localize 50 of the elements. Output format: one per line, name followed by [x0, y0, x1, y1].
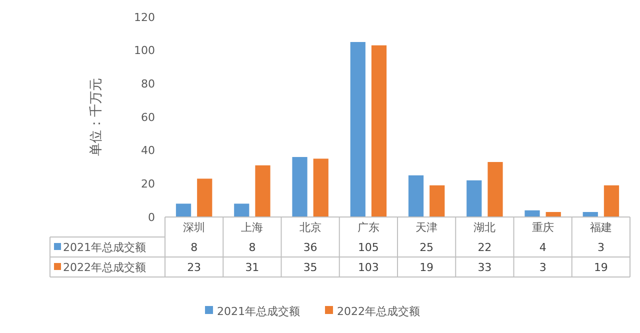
bar — [430, 185, 445, 217]
y-tick-label: 20 — [141, 178, 155, 191]
text: 2021年总成交额 — [217, 304, 300, 318]
data-label: 19 — [594, 260, 608, 274]
y-tick-label: 0 — [148, 210, 155, 224]
bar — [488, 162, 503, 217]
data-label: 3 — [597, 240, 604, 254]
legend-label: 2021年总成交额 — [63, 240, 146, 254]
data-label: 33 — [478, 260, 492, 274]
x-tick-label: 重庆 — [532, 220, 554, 234]
x-tick-label: 上海 — [241, 220, 264, 234]
bar — [255, 165, 270, 217]
bar — [197, 178, 212, 217]
data-label: 3 — [539, 260, 546, 274]
bar — [292, 157, 308, 217]
data-label: 4 — [539, 240, 546, 254]
bar — [371, 45, 387, 217]
data-label: 103 — [358, 260, 379, 274]
bar — [350, 42, 366, 217]
data-label: 31 — [245, 260, 260, 274]
data-label: 19 — [420, 260, 434, 274]
text: 2022年总成交额 — [337, 304, 420, 318]
bar — [408, 175, 424, 217]
y-tick-label: 60 — [141, 110, 155, 124]
bar — [313, 158, 328, 217]
data-label: 25 — [420, 240, 434, 254]
x-tick-label: 深圳 — [183, 220, 206, 234]
bar — [176, 204, 192, 217]
y-axis-title: 单位：千万元 — [89, 78, 104, 156]
y-tick-label: 100 — [134, 44, 155, 58]
bar — [466, 180, 482, 217]
legend-label: 2022年总成交额 — [63, 260, 146, 274]
bar — [524, 210, 540, 217]
bar — [604, 185, 620, 217]
y-tick-label: 40 — [141, 144, 155, 158]
y-tick-label: 80 — [141, 78, 155, 91]
data-label: 22 — [478, 240, 492, 254]
data-label: 8 — [248, 240, 256, 254]
data-label: 8 — [190, 240, 198, 254]
x-tick-label: 湖北 — [474, 220, 496, 234]
x-tick-label: 天津 — [416, 220, 438, 234]
data-label: 36 — [303, 240, 318, 254]
data-label: 105 — [358, 240, 379, 254]
data-label: 35 — [303, 260, 318, 274]
x-tick-label: 广东 — [357, 220, 380, 234]
bar — [234, 204, 250, 217]
x-tick-label: 福建 — [590, 220, 612, 234]
data-label: 23 — [187, 260, 202, 274]
x-tick-label: 北京 — [299, 220, 322, 234]
y-tick-label: 120 — [134, 10, 155, 24]
